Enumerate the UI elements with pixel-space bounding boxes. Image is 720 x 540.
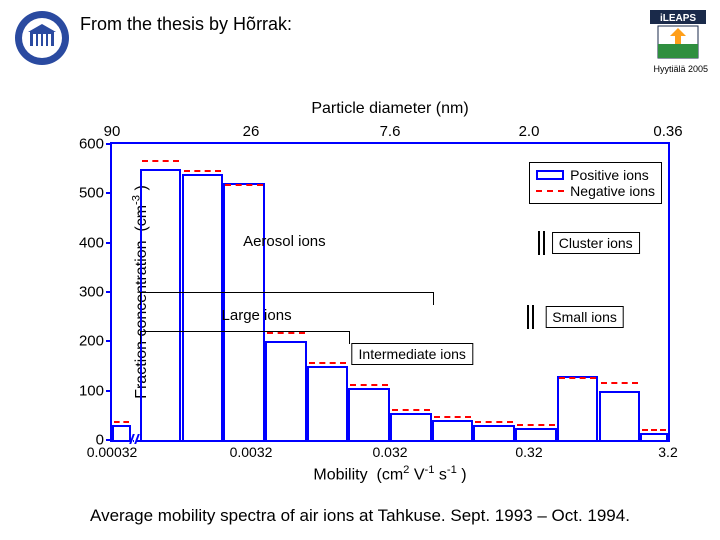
bottom-axis-title: Mobility (cm2 V-1 s-1 )	[313, 464, 466, 484]
x-bottom-tick-label: 3.2	[658, 444, 677, 460]
positive-ion-bar	[348, 388, 390, 440]
positive-ion-bar	[265, 341, 307, 440]
figure-caption: Average mobility spectra of air ions at …	[0, 506, 720, 526]
annotation-cluster-marker-icon	[538, 231, 546, 255]
mobility-spectra-chart: Fraction concentration (cm-3 ) Particle …	[110, 142, 670, 442]
annotation-large: Large ions	[222, 307, 292, 324]
annotation-cluster: Cluster ions	[552, 232, 640, 254]
top-axis-title: Particle diameter (nm)	[311, 100, 468, 118]
slide-header: From the thesis by Hõrrak: iLEAPS Hyytiä…	[0, 8, 720, 68]
slide-title: From the thesis by Hõrrak:	[80, 14, 292, 35]
annotation-small: Small ions	[545, 306, 624, 328]
x-top-tick-label: 0.36	[653, 123, 682, 140]
axis-break-icon	[131, 434, 141, 444]
y-tick-label: 300	[64, 284, 104, 301]
positive-ion-bar	[112, 425, 131, 440]
positive-ion-bar	[307, 366, 349, 440]
x-bottom-tick-label: 0.0032	[230, 444, 273, 460]
y-tick-label: 200	[64, 333, 104, 350]
x-bottom-tick-label: 0.32	[515, 444, 542, 460]
y-tick-label: 400	[64, 234, 104, 251]
university-logo-icon	[14, 10, 70, 66]
negative-ion-segment	[142, 160, 180, 162]
y-tick-label: 600	[64, 136, 104, 153]
negative-ion-segment	[114, 421, 129, 423]
positive-ion-bar	[640, 433, 668, 440]
x-top-tick-label: 2.0	[519, 123, 540, 140]
legend-negative: Negative ions	[536, 183, 655, 199]
positive-ion-bar	[515, 428, 557, 440]
annotation-aerosol: Aerosol ions	[243, 233, 326, 250]
negative-ion-segment	[559, 377, 597, 379]
negative-ion-segment	[225, 184, 263, 186]
x-bottom-tick-label: 0.032	[372, 444, 407, 460]
x-top-tick-label: 7.6	[380, 123, 401, 140]
negative-ion-segment	[309, 362, 347, 364]
negative-ion-segment	[517, 424, 555, 426]
negative-ion-segment	[350, 384, 388, 386]
positive-ion-bar	[599, 391, 641, 440]
positive-ion-bar	[182, 174, 224, 440]
legend-negative-label: Negative ions	[570, 183, 655, 199]
y-tick-label: 100	[64, 382, 104, 399]
positive-ion-bar	[557, 376, 599, 440]
legend-swatch-positive-icon	[536, 170, 564, 180]
positive-ion-bar	[473, 425, 515, 440]
legend: Positive ions Negative ions	[529, 162, 662, 204]
negative-ion-segment	[184, 170, 222, 172]
positive-ion-bar	[390, 413, 432, 440]
negative-ion-segment	[434, 416, 472, 418]
conference-label: Hyytiälä 2005	[653, 64, 708, 74]
x-top-tick-label: 90	[104, 123, 121, 140]
x-bottom-tick-label: 0.00032	[87, 444, 138, 460]
legend-positive-label: Positive ions	[570, 167, 649, 183]
y-tick-label: 500	[64, 185, 104, 202]
negative-ion-segment	[475, 421, 513, 423]
svg-text:iLEAPS: iLEAPS	[660, 13, 696, 24]
legend-swatch-negative-icon	[536, 190, 564, 192]
negative-ion-segment	[601, 382, 639, 384]
positive-ion-bar	[432, 420, 474, 440]
annotation-intermediate: Intermediate ions	[352, 343, 473, 365]
ileaps-logo-icon: iLEAPS	[650, 10, 706, 60]
negative-ion-segment	[392, 409, 430, 411]
x-top-tick-label: 26	[243, 123, 260, 140]
negative-ion-segment	[642, 429, 666, 431]
legend-positive: Positive ions	[536, 167, 655, 183]
annotation-small-marker-icon	[527, 305, 535, 329]
